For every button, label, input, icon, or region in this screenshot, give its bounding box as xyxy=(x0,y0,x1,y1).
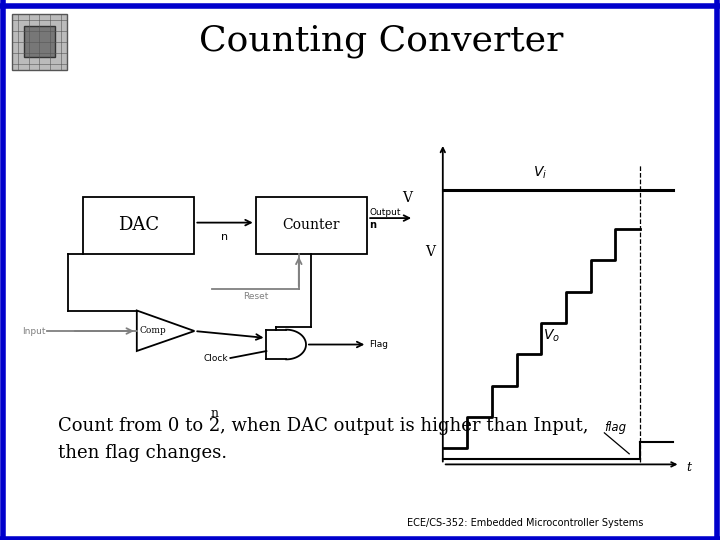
Bar xyxy=(24,26,55,57)
Text: Clock: Clock xyxy=(204,354,228,362)
Bar xyxy=(256,197,367,254)
Text: $V_o$: $V_o$ xyxy=(543,328,559,344)
Text: Counter: Counter xyxy=(283,219,340,232)
Text: Flag: Flag xyxy=(369,340,388,349)
Text: , when DAC output is higher than Input,: , when DAC output is higher than Input, xyxy=(220,417,588,435)
Text: $V_i$: $V_i$ xyxy=(533,165,547,181)
Text: V: V xyxy=(402,191,412,205)
Text: n: n xyxy=(369,220,377,230)
Text: Comp: Comp xyxy=(139,326,166,335)
Text: flag: flag xyxy=(604,421,626,434)
Text: V: V xyxy=(426,245,436,259)
Text: Counting Converter: Counting Converter xyxy=(199,24,564,57)
Polygon shape xyxy=(137,310,194,351)
Text: ECE/CS-352: Embedded Microcontroller Systems: ECE/CS-352: Embedded Microcontroller Sys… xyxy=(408,518,644,528)
Text: t: t xyxy=(686,461,691,474)
Text: DAC: DAC xyxy=(118,217,159,234)
Text: n: n xyxy=(222,232,228,242)
Text: Input: Input xyxy=(22,327,45,335)
Text: Output: Output xyxy=(369,208,401,217)
Text: n: n xyxy=(211,407,219,420)
Text: Reset: Reset xyxy=(243,292,269,301)
Text: Count from 0 to 2: Count from 0 to 2 xyxy=(58,417,220,435)
Text: then flag changes.: then flag changes. xyxy=(58,444,227,462)
Bar xyxy=(83,197,194,254)
